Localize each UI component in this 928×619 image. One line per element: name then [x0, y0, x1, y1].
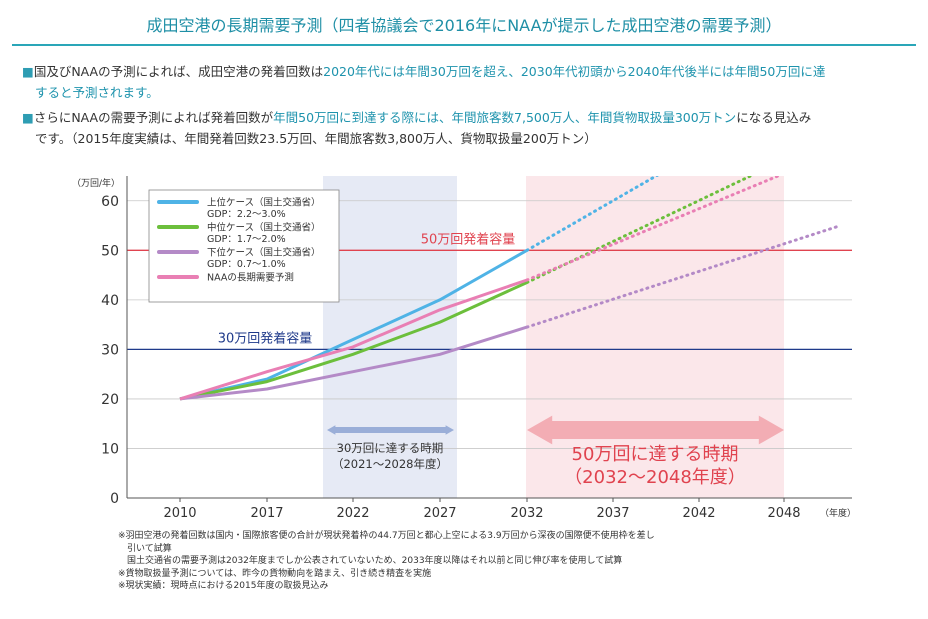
bullet-1-line-2: すると予測されます。: [22, 82, 912, 103]
legend-label: 上位ケース（国土交通省）: [207, 197, 321, 209]
bullet-2-text-end: になる見込み: [736, 110, 812, 125]
capacity-label: 50万回発着容量: [421, 231, 516, 247]
x-tick-label: 2048: [767, 506, 800, 521]
period-label: （2021〜2028年度）: [332, 457, 448, 471]
legend-label: NAAの長期需要予測: [207, 272, 294, 284]
footnote: ※現状実績：現時点における2015年度の取扱見込み: [118, 581, 329, 591]
footnotes: ※羽田空港の発着回数は国内・国際旅客便の合計が現状発着枠の44.7万回と都心上空…: [118, 530, 908, 593]
period-band: [323, 176, 457, 498]
period-label: （2032〜2048年度）: [564, 467, 746, 488]
legend-sublabel: GDP：0.7〜1.0%: [207, 259, 286, 270]
series-line: [179, 248, 528, 401]
x-tick-label: 2017: [250, 506, 283, 521]
x-axis-unit: （年度）: [820, 507, 856, 519]
y-tick-label: 10: [101, 441, 119, 457]
y-tick-label: 40: [101, 293, 119, 309]
bullet-2: ■さらにNAAの需要予測によれば発着回数が年間50万回に到達する際には、年間旅客…: [22, 107, 912, 149]
bullet-1: ■国及びNAAの予測によれば、成田空港の発着回数は2020年代には年間30万回を…: [22, 61, 912, 103]
y-tick-label: 20: [101, 392, 119, 408]
x-tick-label: 2037: [596, 506, 629, 521]
y-tick-label: 0: [110, 491, 119, 507]
legend-sublabel: GDP：2.2〜3.0%: [207, 209, 286, 220]
period-arrow: [527, 415, 784, 445]
demand-forecast-chart: 50万回発着容量 30万回発着容量 0 10 20 30 40 50 60 （万回/年） 2010 2…: [72, 176, 856, 521]
bullet-2-line-1: ■さらにNAAの需要予測によれば発着回数が年間50万回に到達する際には、年間旅客…: [22, 107, 912, 128]
x-tick-label: 2022: [336, 506, 369, 521]
x-tick-label: 2010: [163, 506, 196, 521]
bullet-1-continuation: すると予測されます。: [35, 85, 159, 100]
footnote: 国土交通省の需要予測は2032年度までしか公表されていないため、2033年度以降…: [118, 556, 623, 566]
footnote: 引いて試算: [118, 543, 172, 554]
legend-sublabel: GDP：1.7〜2.0%: [207, 234, 286, 245]
bullet-2-continuation: です。（2015年度実績は、年間発着回数23.5万回、年間旅客数3,800万人、…: [35, 131, 597, 146]
x-tick-label: 2032: [510, 506, 543, 521]
page-title: 成田空港の長期需要予測（四者協議会で2016年にNAAが提示した成田空港の需要予…: [146, 16, 782, 35]
period-label: 30万回に達する時期: [337, 441, 444, 455]
x-tick-label: 2027: [423, 506, 456, 521]
series-projection: [525, 224, 843, 329]
bullet-mark: ■: [22, 64, 34, 79]
y-tick-label: 60: [101, 194, 119, 210]
series-projection: [525, 176, 659, 252]
series-line: [179, 278, 528, 401]
legend: [148, 189, 340, 303]
footnote: ※羽田空港の発着回数は国内・国際旅客便の合計が現状発着枠の44.7万回と都心上空…: [118, 531, 655, 541]
series-line: [179, 325, 528, 401]
period-arrow: [327, 425, 454, 435]
legend-label: 下位ケース（国土交通省）: [207, 247, 321, 259]
series-line: [179, 281, 528, 401]
bullet-2-line-2: です。（2015年度実績は、年間発着回数23.5万回、年間旅客数3,800万人、…: [22, 128, 912, 149]
period-label: 50万回に達する時期: [572, 444, 739, 465]
footnote: ※貨物取扱量予測については、昨今の貨物動向を踏まえ、引き続き精査を実施: [118, 568, 432, 579]
y-tick-label: 50: [101, 243, 119, 259]
bullet-2-text: さらにNAAの需要予測によれば発着回数が: [33, 110, 274, 125]
bullet-1-highlight: 2020年代には年間30万回を超え、2030年代初頭から2040年代後半には年間…: [323, 64, 826, 79]
bullet-1-text: 国及びNAAの予測によれば、成田空港の発着回数は: [33, 64, 324, 79]
title-divider: [12, 44, 916, 46]
y-tick-label: 30: [101, 342, 119, 358]
bullet-2-highlight: 年間50万回に到達する際には、年間旅客数7,500万人、年間貨物取扱量300万ト…: [273, 110, 737, 125]
period-band: [526, 176, 784, 498]
series-projection: [525, 176, 782, 282]
bullet-1-line-1: ■国及びNAAの予測によれば、成田空港の発着回数は2020年代には年間30万回を…: [22, 61, 912, 82]
bullet-mark: ■: [22, 110, 34, 125]
legend-label: 中位ケース（国土交通省）: [207, 222, 321, 234]
x-tick-label: 2042: [682, 506, 715, 521]
capacity-label: 30万回発着容量: [218, 330, 313, 346]
y-axis-unit: （万回/年）: [72, 177, 120, 189]
